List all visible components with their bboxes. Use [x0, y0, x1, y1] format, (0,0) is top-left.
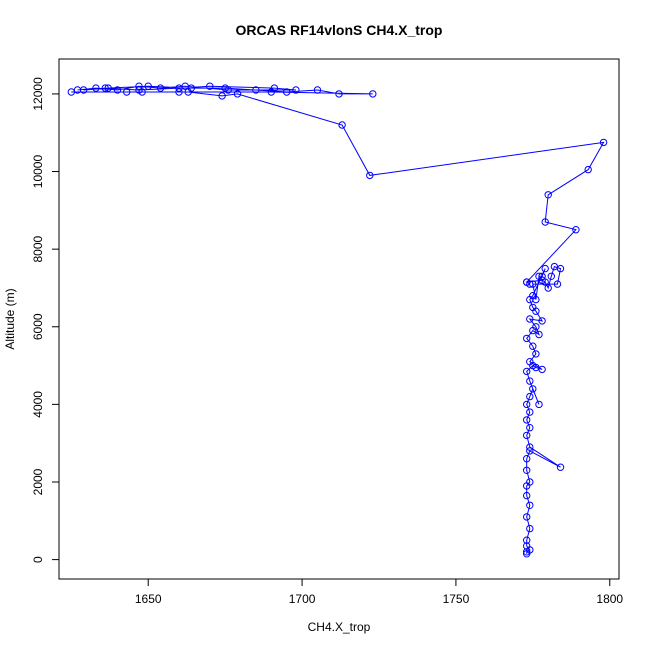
- x-tick-label: 1700: [289, 592, 316, 606]
- data-point: [144, 82, 152, 90]
- data-point: [526, 447, 534, 455]
- data-point: [523, 367, 531, 376]
- data-point: [538, 317, 546, 325]
- data-point: [547, 272, 555, 280]
- data-point: [313, 86, 322, 94]
- data-point: [113, 86, 122, 94]
- data-point: [526, 408, 534, 416]
- data-point: [535, 330, 543, 339]
- data-point: [526, 392, 534, 401]
- x-tick-label: 1800: [596, 592, 623, 606]
- data-point: [532, 323, 540, 331]
- x-tick-label: 1650: [135, 592, 162, 606]
- data-point: [526, 443, 534, 451]
- data-point: [218, 92, 226, 100]
- data-point: [252, 86, 260, 94]
- data-point: [369, 90, 377, 98]
- y-axis: 0 2000 4000 6000 8000 10000 12000: [31, 77, 59, 563]
- data-point: [104, 84, 112, 92]
- data-point: [366, 171, 374, 180]
- data-point: [544, 284, 552, 292]
- data-point: [224, 86, 232, 94]
- data-point: [532, 295, 540, 304]
- data-point: [292, 86, 300, 94]
- data-point: [233, 90, 242, 98]
- data-point: [73, 86, 82, 94]
- data-point: [181, 82, 189, 90]
- data-point: [526, 377, 534, 385]
- data-point: [526, 424, 534, 432]
- data-point: [523, 416, 531, 424]
- data-point: [523, 466, 531, 474]
- x-tick-label: 1750: [443, 592, 470, 606]
- y-tick-label: 0: [31, 556, 45, 563]
- data-point: [335, 90, 343, 98]
- data-point: [526, 315, 534, 323]
- data-point: [526, 478, 534, 486]
- data-point: [526, 524, 534, 533]
- data-point: [175, 88, 183, 96]
- series-line: [71, 85, 605, 554]
- data-point: [550, 262, 559, 271]
- data-point: [523, 334, 531, 343]
- data-point: [92, 84, 100, 92]
- data-point: [270, 84, 279, 92]
- x-axis: 1650 1700 1750 1800: [135, 579, 623, 606]
- data-point: [529, 303, 537, 312]
- y-tick-label: 8000: [31, 235, 45, 262]
- y-tick-label: 10000: [31, 155, 45, 189]
- y-tick-label: 6000: [31, 313, 45, 340]
- data-point: [523, 278, 531, 286]
- data-point: [584, 165, 592, 174]
- data-point: [338, 121, 346, 129]
- data-point: [523, 536, 531, 544]
- chart-title: ORCAS RF14vlonS CH4.X_trop: [236, 22, 443, 38]
- y-tick-label: 2000: [31, 468, 45, 495]
- data-point: [544, 191, 552, 199]
- y-tick-label: 12000: [31, 77, 45, 111]
- data-point: [523, 491, 531, 500]
- data-point: [541, 264, 549, 273]
- data-point: [556, 463, 565, 471]
- data-point: [135, 86, 143, 94]
- data-point: [538, 272, 546, 280]
- plot-frame: [58, 58, 620, 580]
- data-series: [67, 82, 608, 558]
- data-point: [541, 218, 549, 226]
- data-point: [523, 400, 531, 409]
- x-axis-label: CH4.X_trop: [308, 620, 371, 634]
- data-point: [123, 88, 131, 96]
- data-point: [156, 84, 165, 92]
- data-point: [283, 88, 291, 96]
- data-point: [526, 501, 534, 509]
- data-point: [553, 280, 562, 288]
- y-tick-label: 4000: [31, 391, 45, 418]
- data-point: [535, 400, 543, 409]
- data-point: [523, 542, 531, 550]
- data-point: [526, 358, 534, 366]
- data-point: [532, 350, 540, 358]
- data-point: [101, 84, 109, 92]
- data-point: [572, 226, 580, 234]
- data-point: [538, 276, 546, 284]
- data-point: [206, 82, 214, 90]
- data-point: [523, 431, 531, 440]
- y-axis-label: Altitude (m): [3, 288, 17, 349]
- data-point: [523, 513, 531, 521]
- data-point: [599, 138, 608, 147]
- data-point: [538, 365, 546, 374]
- data-point: [523, 455, 531, 463]
- data-point: [135, 82, 143, 90]
- data-point: [529, 385, 537, 393]
- data-point: [529, 342, 537, 350]
